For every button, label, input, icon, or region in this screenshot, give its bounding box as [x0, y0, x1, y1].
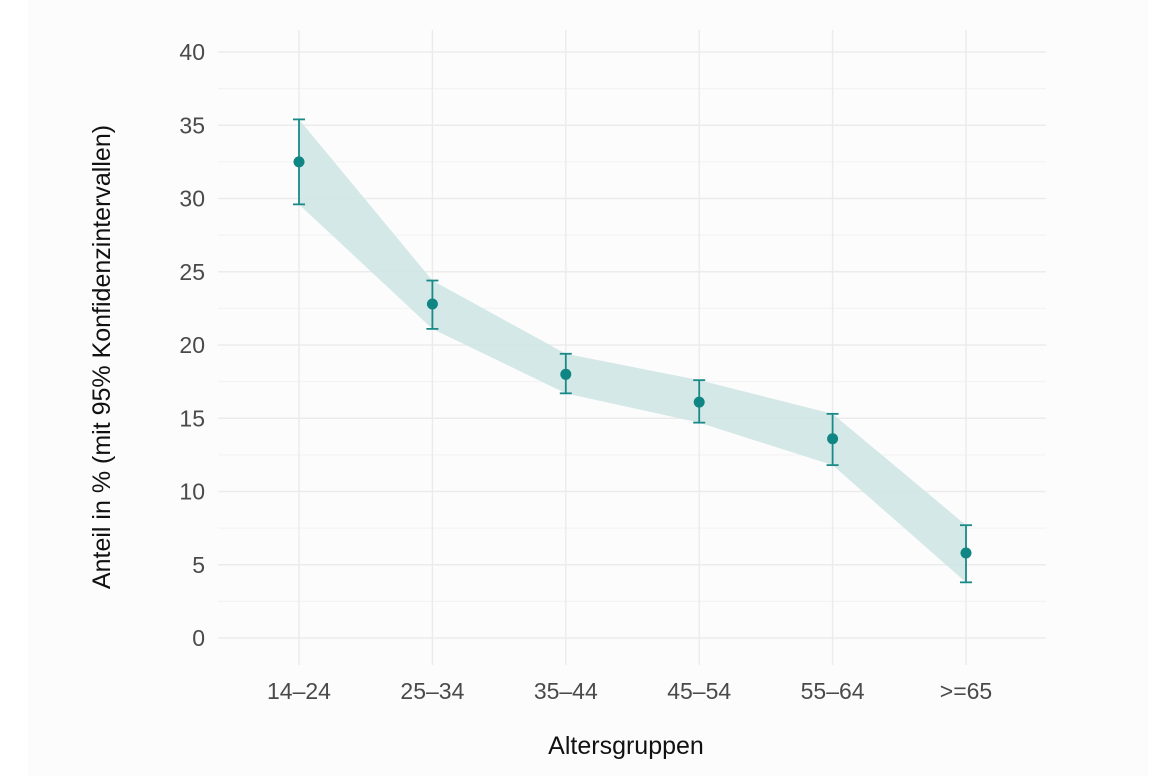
- y-tick-label: 30: [179, 186, 205, 212]
- y-tick-label: 20: [179, 332, 205, 358]
- data-point: [560, 368, 572, 380]
- grid-minor-lines: [218, 88, 1046, 602]
- data-point: [693, 396, 705, 408]
- x-axis-tick-labels: 14–24 25–34 35–44 45–54 55–64 >=65: [267, 678, 992, 704]
- y-tick-label: 5: [192, 552, 205, 578]
- x-tick-label: >=65: [940, 678, 992, 704]
- y-tick-label: 25: [179, 259, 205, 285]
- data-points: [293, 156, 972, 559]
- x-tick-label: 55–64: [801, 678, 865, 704]
- grid-major-lines: [218, 30, 1046, 665]
- y-tick-label: 40: [179, 39, 205, 65]
- y-tick-label: 10: [179, 479, 205, 505]
- x-axis-title: Altersgruppen: [548, 732, 704, 760]
- data-point: [426, 298, 438, 310]
- confidence-ribbon: [299, 119, 966, 583]
- y-tick-label: 15: [179, 405, 205, 431]
- x-tick-label: 45–54: [667, 678, 731, 704]
- x-tick-label: 14–24: [267, 678, 331, 704]
- x-tick-label: 35–44: [534, 678, 598, 704]
- y-tick-label: 0: [192, 625, 205, 651]
- y-tick-label: 35: [179, 112, 205, 138]
- data-point: [827, 433, 839, 445]
- data-point: [960, 547, 972, 559]
- y-axis-title: Anteil in % (mit 95% Konfidenzintervalle…: [88, 125, 116, 589]
- y-axis-tick-labels: 0 5 10 15 20 25 30 35 40: [179, 39, 205, 651]
- error-bars: [293, 118, 972, 584]
- x-tick-label: 25–34: [400, 678, 464, 704]
- data-point: [293, 156, 305, 168]
